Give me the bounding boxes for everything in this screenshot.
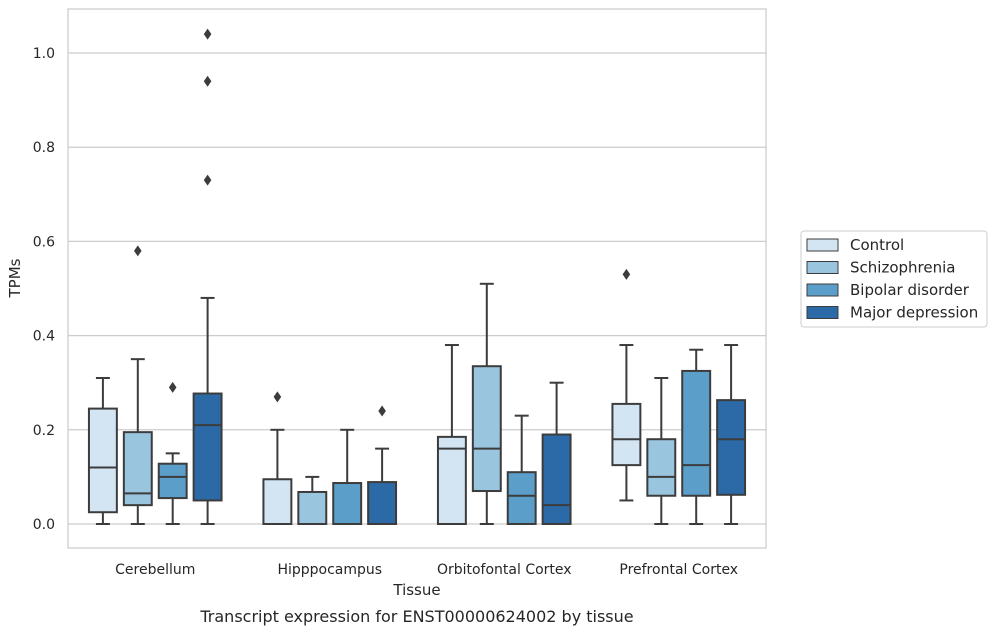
box-bipolar-disorder	[681, 348, 712, 525]
legend-swatch	[806, 261, 839, 274]
x-tick-labels: Cerebellum Hipppocampus Orbitofontal Corte…	[115, 562, 738, 578]
box-body	[646, 438, 677, 497]
box-major-depression	[541, 381, 572, 526]
box-body	[297, 490, 328, 525]
box-body	[681, 369, 712, 497]
x-tick-label: Orbitofontal Cortex	[437, 562, 572, 578]
legend-swatch	[806, 238, 839, 252]
y-tick-label: 0.8	[33, 140, 55, 156]
box-major-depression	[716, 344, 747, 525]
box-bipolar-disorder	[157, 381, 188, 525]
box-schizophrenia	[122, 245, 153, 525]
legend-label: Schizophrenia	[850, 259, 955, 277]
box-control	[611, 268, 642, 502]
outlier-point	[378, 405, 386, 417]
outlier-point	[273, 391, 282, 403]
y-tick-label: 1.0	[33, 46, 55, 62]
x-tick-label: Cerebellum	[115, 562, 195, 578]
box-body	[471, 365, 502, 493]
legend-swatch	[806, 306, 839, 319]
outlier-point	[203, 28, 212, 40]
box-schizophrenia	[297, 475, 328, 525]
box-body	[716, 399, 747, 496]
box-body	[87, 407, 118, 514]
box-body	[506, 471, 537, 526]
box-groups	[87, 28, 747, 526]
box-body	[332, 482, 363, 526]
box-control	[262, 391, 293, 526]
y-axis-title: TPMs	[6, 258, 24, 298]
box-control	[436, 344, 467, 525]
plot-frame	[67, 8, 767, 549]
box-body	[367, 481, 398, 525]
box-major-depression	[192, 28, 223, 525]
outlier-point	[622, 268, 631, 280]
y-tick-label: 0.0	[33, 517, 55, 533]
y-tick-labels: 0.0 0.2 0.4 0.6 0.8 1.0	[33, 46, 55, 533]
y-tick-label: 0.2	[33, 423, 55, 439]
box-body	[157, 462, 188, 500]
outlier-point	[134, 245, 142, 257]
x-tick-label: Hipppocampus	[277, 562, 382, 578]
box-bipolar-disorder	[506, 414, 537, 526]
box-control	[87, 376, 118, 525]
grid-lines	[68, 52, 766, 525]
box-body	[192, 392, 223, 502]
box-body	[611, 402, 642, 467]
legend-items: Control Schizophrenia Bipolar disorder Majo…	[806, 236, 978, 322]
legend-label: Bipolar disorder	[850, 281, 970, 299]
legend-swatch	[806, 283, 839, 297]
x-axis-title: Tissue	[392, 581, 440, 599]
figure-caption: Transcript expression for ENST0000062400…	[199, 607, 633, 626]
box-body	[436, 435, 467, 525]
box-major-depression	[367, 405, 398, 525]
box-schizophrenia	[646, 376, 677, 525]
box-bipolar-disorder	[332, 428, 363, 526]
y-tick-label: 0.6	[33, 234, 55, 250]
outlier-point	[203, 75, 212, 87]
x-tick-label: Prefrontal Cortex	[619, 562, 738, 578]
box-schizophrenia	[471, 282, 502, 525]
legend: Control Schizophrenia Bipolar disorder Majo…	[800, 230, 988, 328]
box-body	[541, 433, 572, 526]
outlier-point	[168, 381, 177, 393]
legend-label: Control	[850, 236, 904, 254]
outlier-point	[203, 174, 212, 186]
legend-label: Major depression	[850, 304, 978, 322]
y-tick-label: 0.4	[33, 329, 55, 345]
box-body	[262, 478, 293, 526]
legend-frame	[800, 230, 988, 328]
